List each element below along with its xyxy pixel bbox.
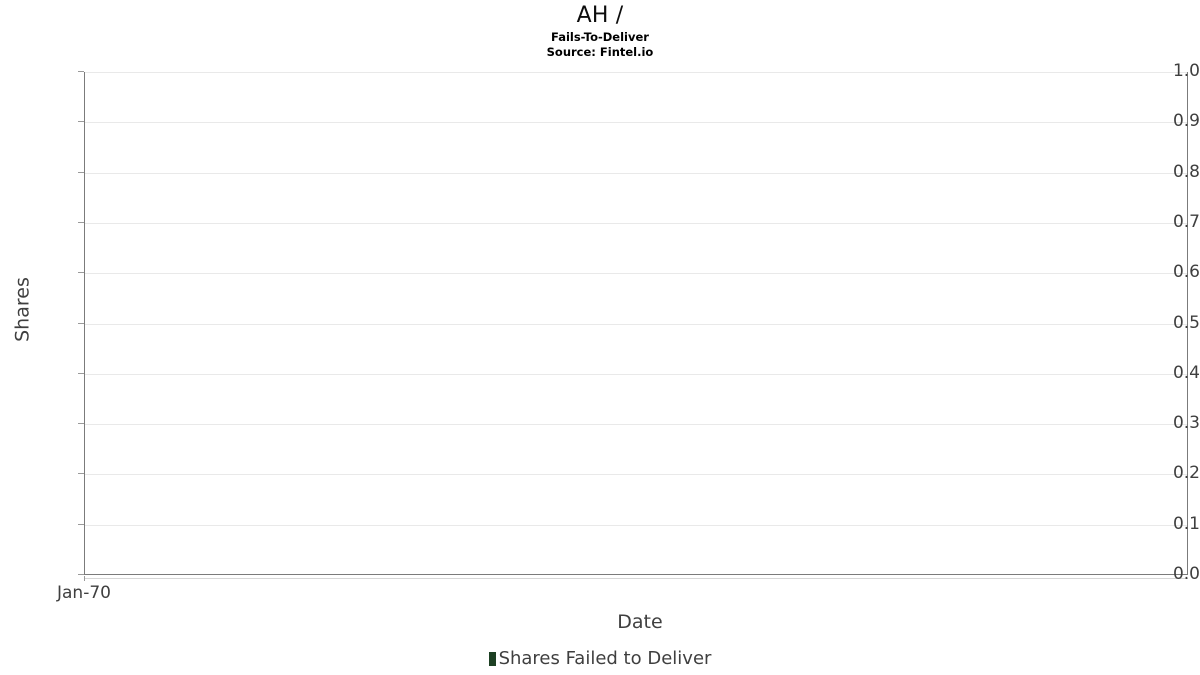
gridline	[85, 474, 1187, 476]
y-axis-tick-mark	[78, 121, 84, 123]
y-axis-tick-mark	[78, 221, 84, 223]
legend-item[interactable]: Shares Failed to Deliver	[488, 648, 712, 670]
chart-subtitle: Fails-To-Deliver	[551, 30, 649, 44]
title-block: AH / Fails-To-Deliver Source: Fintel.io	[0, 2, 1200, 60]
x-axis-title: Date	[617, 611, 663, 633]
gridline	[85, 72, 1187, 73]
chart-source: Source: Fintel.io	[546, 45, 654, 59]
y-axis-tick-mark	[78, 473, 84, 475]
y-axis-tick-mark	[78, 523, 84, 525]
y-axis-tick-mark	[78, 71, 84, 72]
y-axis-tick-label: 0.8	[1172, 161, 1200, 182]
gridline	[85, 172, 1187, 174]
y-axis-tick-label: 0.6	[1172, 262, 1200, 283]
y-axis-tick-label: 0.7	[1172, 211, 1200, 232]
y-axis-tick-label: 0.0	[1172, 564, 1200, 584]
gridline	[85, 122, 1187, 124]
y-axis-tick-label: 1.0	[1172, 61, 1200, 81]
y-axis-tick-label: 0.5	[1172, 312, 1200, 333]
y-axis-tick-mark	[78, 574, 84, 575]
gridline	[85, 222, 1187, 224]
x-axis-tick-mark	[84, 576, 85, 581]
gridline	[85, 373, 1187, 375]
y-axis-tick-mark	[78, 171, 84, 173]
gridline	[85, 424, 1187, 426]
axis-underline	[84, 578, 1188, 579]
y-axis-tick-mark	[78, 372, 84, 374]
y-axis-tick-label: 0.3	[1172, 413, 1200, 434]
chart-title: AH /	[576, 3, 624, 28]
x-axis-tick-label: Jan-70	[57, 583, 111, 603]
y-axis-tick-label: 0.2	[1172, 463, 1200, 484]
y-axis-tick-mark	[78, 322, 84, 324]
y-axis-tick-mark	[78, 423, 84, 425]
legend-label: Shares Failed to Deliver	[498, 648, 712, 669]
y-axis-tick-label: 0.9	[1172, 111, 1200, 132]
gridline	[85, 524, 1187, 526]
legend-swatch-icon	[488, 652, 496, 666]
y-axis-title: Shares	[11, 277, 34, 342]
y-axis-tick-mark	[78, 272, 84, 274]
y-axis-tick-label: 0.1	[1172, 513, 1200, 534]
gridline	[85, 273, 1187, 275]
gridline	[85, 323, 1187, 325]
chart-legend: Shares Failed to Deliver	[0, 648, 1200, 670]
plot-area	[84, 72, 1188, 575]
y-axis-tick-label: 0.4	[1172, 362, 1200, 383]
